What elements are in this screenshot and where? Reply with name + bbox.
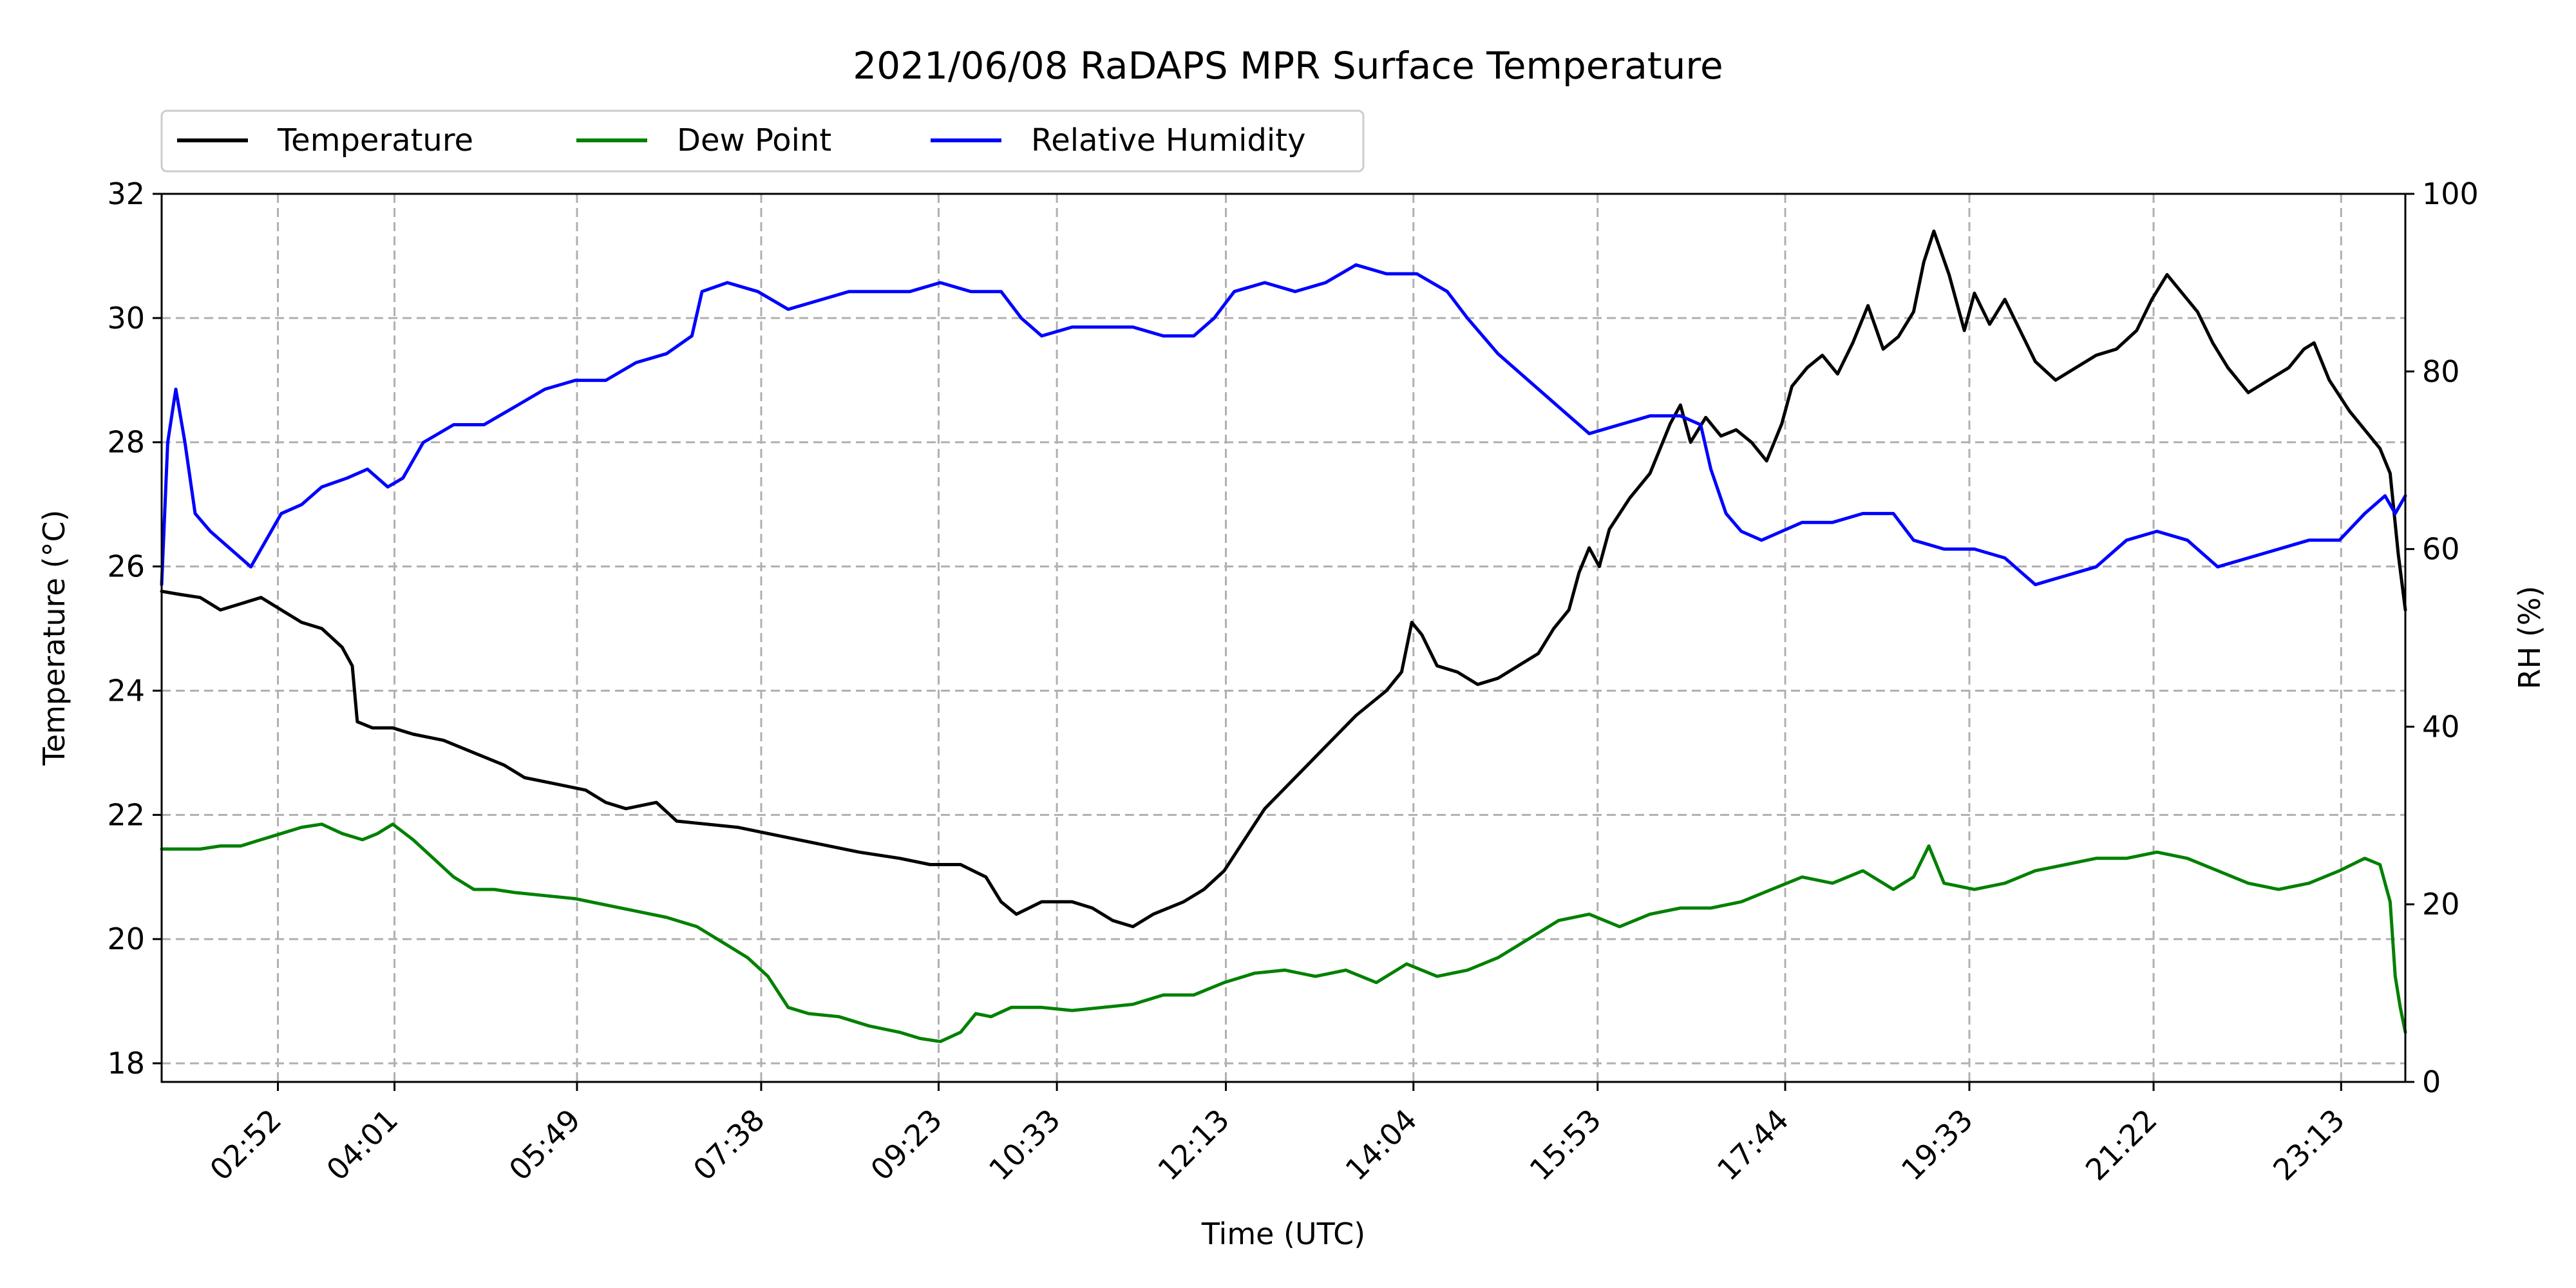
y-left-tick-label: 28 <box>107 425 145 460</box>
legend-label-relative-humidity: Relative Humidity <box>1031 122 1305 158</box>
y-right-tick-label: 20 <box>2422 887 2460 922</box>
legend-label-dew-point: Dew Point <box>677 122 831 158</box>
y-right-tick-label: 60 <box>2422 532 2460 567</box>
plot-frame <box>160 193 2407 1083</box>
y-right-tick-label: 0 <box>2422 1065 2441 1099</box>
y-left-tick-label: 20 <box>107 922 145 956</box>
y-left-tick-label: 30 <box>107 301 145 336</box>
legend-box <box>160 109 1365 173</box>
y-right-tick-label: 100 <box>2422 176 2479 211</box>
legend: Temperature Dew Point Relative Humidity <box>160 109 1365 173</box>
series-line-relative-humidity <box>160 263 2407 587</box>
legend-items: Temperature Dew Point Relative Humidity <box>177 122 1305 158</box>
series-layer <box>160 229 2407 1043</box>
y-axis-right-ticks: 0 20 40 60 80 100 <box>2405 176 2479 1099</box>
y-left-tick-label: 32 <box>107 176 145 211</box>
y-axis-right-title: RH (%) <box>2512 586 2547 690</box>
y-right-tick-label: 80 <box>2422 354 2460 389</box>
y-left-tick-label: 18 <box>107 1046 145 1081</box>
series-line-temperature <box>160 229 2407 929</box>
y-right-tick-label: 40 <box>2422 709 2460 744</box>
legend-label-temperature: Temperature <box>277 122 473 158</box>
y-left-tick-label: 22 <box>107 797 145 832</box>
grid-layer <box>162 193 2405 1082</box>
series-line-dew-point <box>160 822 2407 1043</box>
x-axis-title: Time (UTC) <box>1201 1217 1365 1251</box>
chart-title: 2021/06/08 RaDAPS MPR Surface Temperatur… <box>853 44 1723 88</box>
y-axis-left-ticks: 18 20 22 24 26 28 30 32 <box>107 176 162 1081</box>
y-left-tick-label: 26 <box>107 549 145 584</box>
y-axis-left-title: Temperature (°C) <box>37 509 71 766</box>
y-left-tick-label: 24 <box>107 673 145 708</box>
